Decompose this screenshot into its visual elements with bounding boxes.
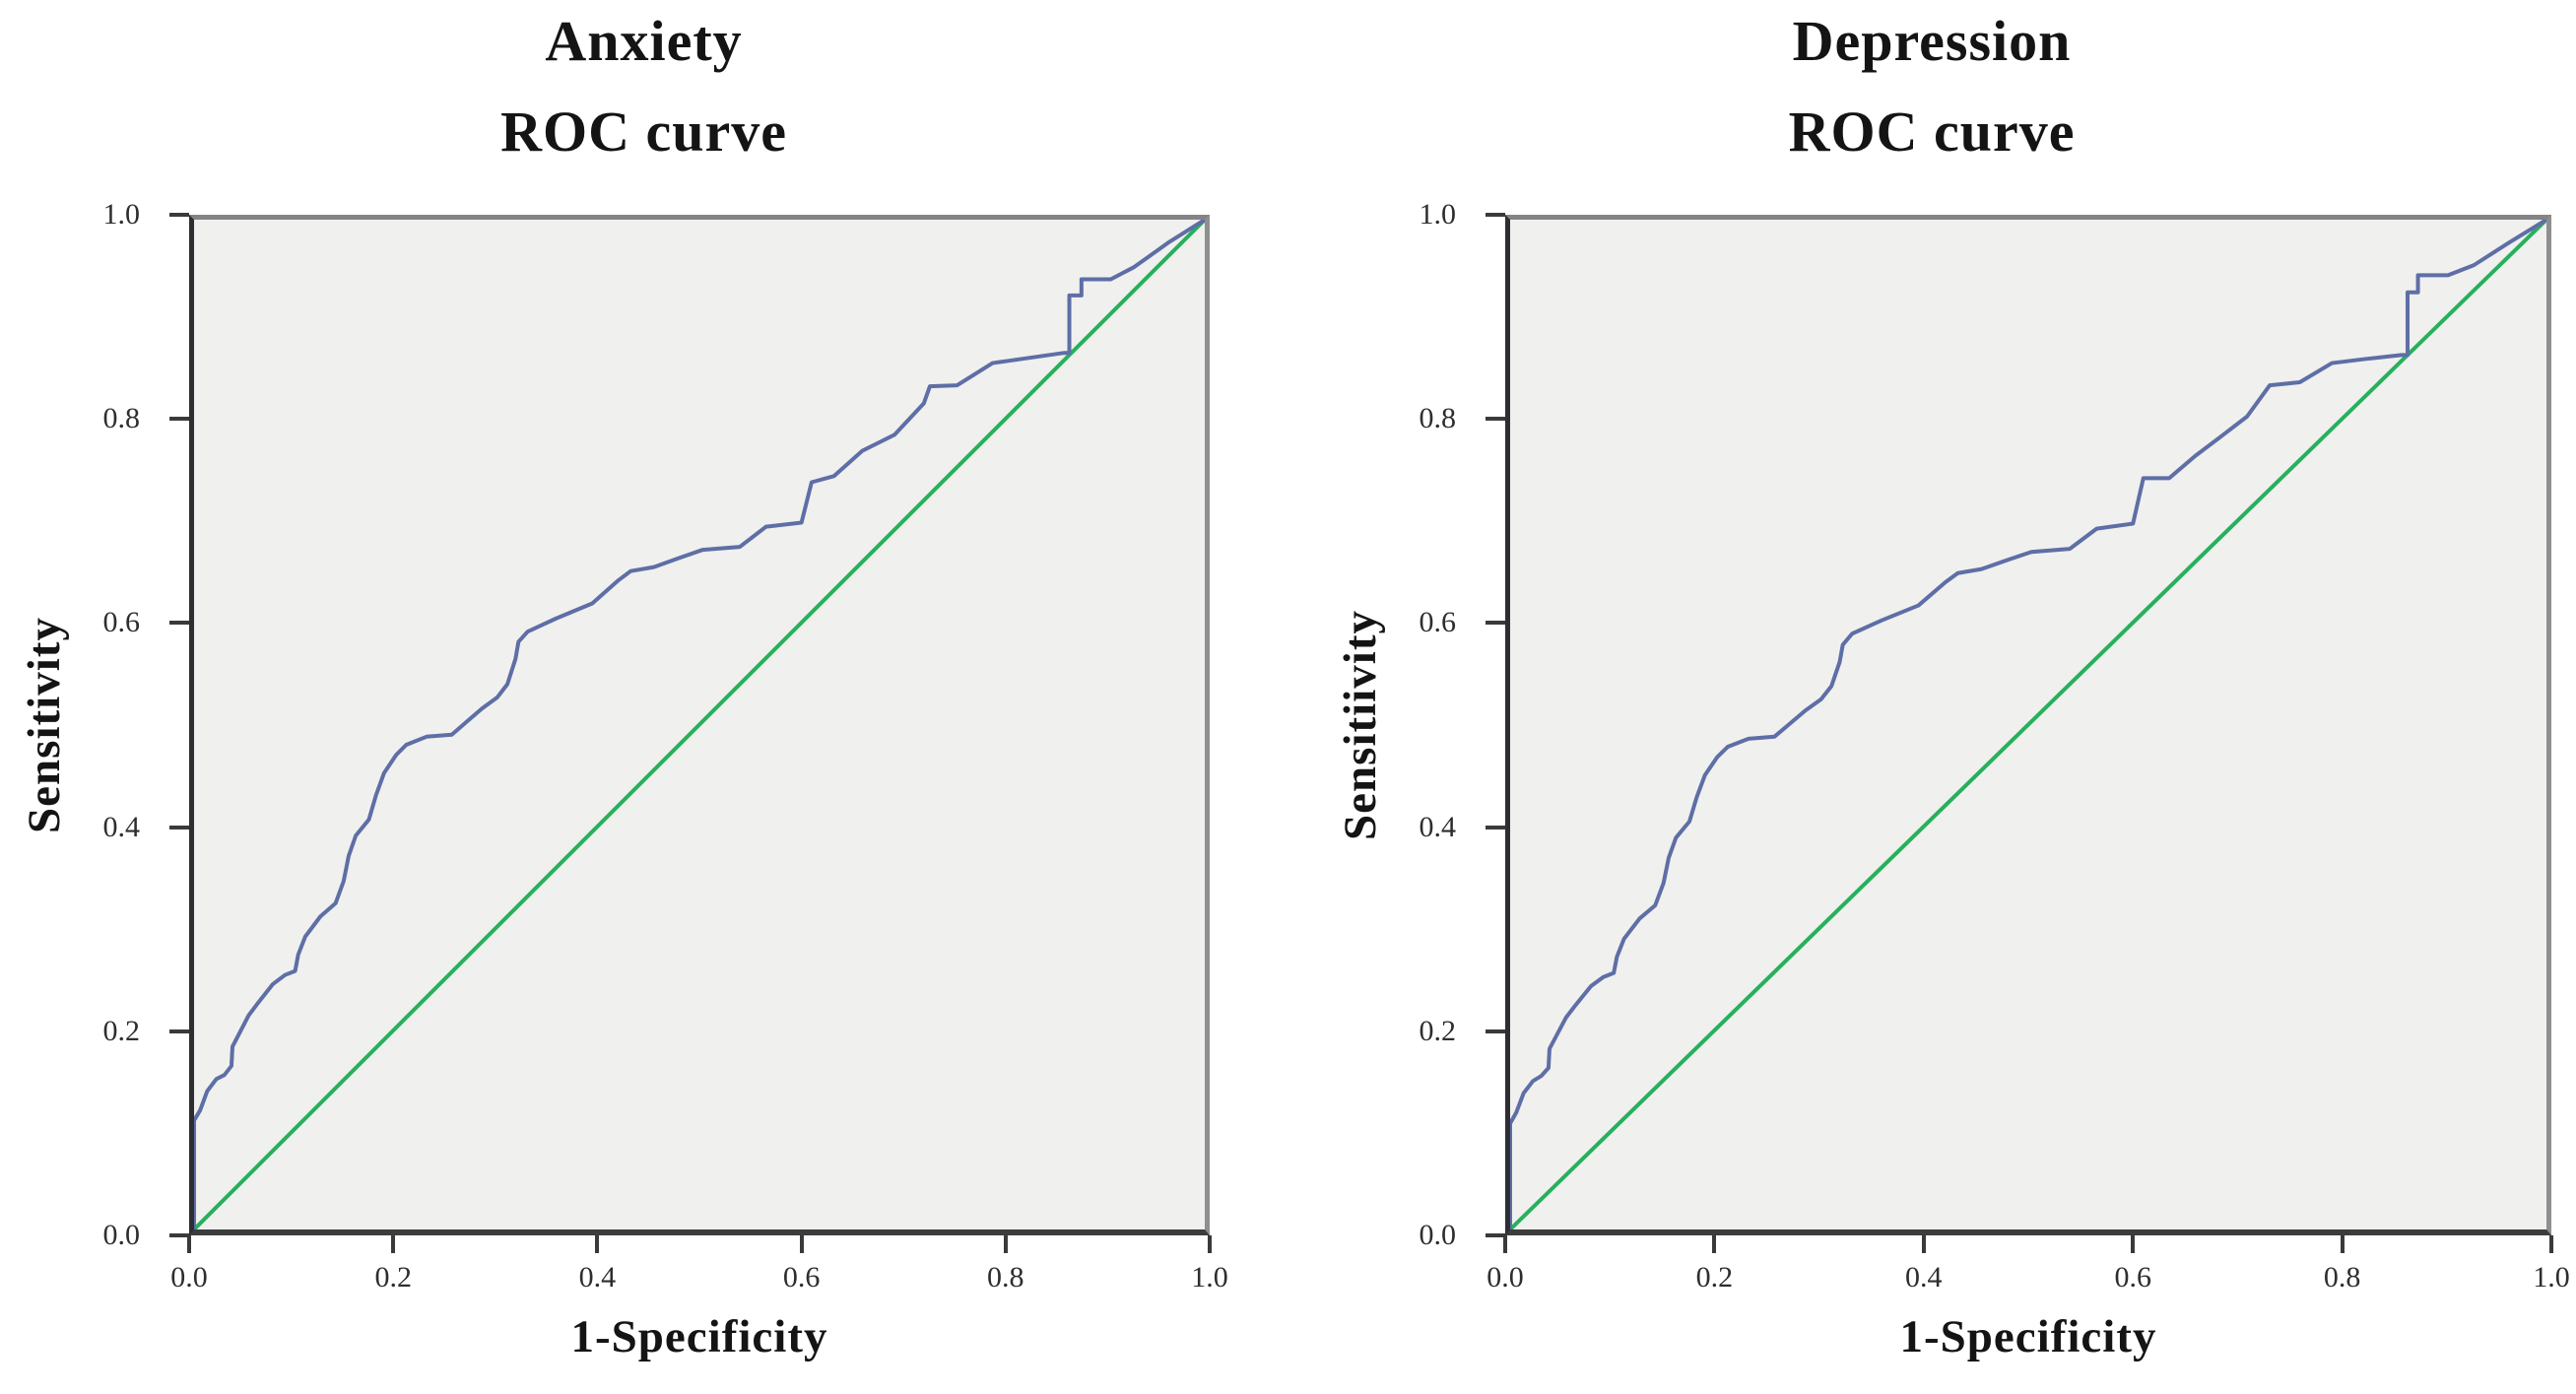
x-tick-mark (1921, 1235, 1926, 1253)
x-tick-mark (1003, 1235, 1008, 1253)
y-tick-mark (1486, 621, 1505, 626)
plot-area (1505, 215, 2551, 1235)
anxiety-roc-panel: Anxiety ROC curve Sensitivity 1-Specific… (19, 9, 1228, 1363)
y-tick-mark (169, 213, 189, 217)
reference-diagonal-line (1510, 220, 2546, 1229)
y-tick-mark (169, 1233, 189, 1237)
x-tick-label: 0.8 (2323, 1261, 2361, 1294)
x-tick-label: 1.0 (1191, 1261, 1228, 1294)
chart-title: Anxiety (545, 9, 743, 73)
x-tick-label: 0.8 (987, 1261, 1024, 1294)
x-tick-mark (187, 1235, 191, 1253)
y-tick-label: 1.0 (102, 198, 141, 231)
x-tick-mark (391, 1235, 396, 1253)
x-tick-mark (1712, 1235, 1717, 1253)
x-tick-label: 1.0 (2533, 1261, 2570, 1294)
y-tick-label: 0.2 (1419, 1014, 1457, 1047)
x-tick-label: 0.4 (1905, 1261, 1943, 1294)
x-tick-label: 0.4 (578, 1261, 617, 1294)
reference-diagonal-line (194, 220, 1205, 1229)
y-tick-mark (169, 825, 189, 830)
y-tick-label: 0.6 (102, 606, 141, 639)
y-tick-label: 0.0 (1419, 1219, 1457, 1251)
y-tick-label: 0.8 (102, 402, 141, 435)
x-tick-mark (2131, 1235, 2136, 1253)
x-tick-label: 0.6 (2114, 1261, 2151, 1294)
y-tick-mark (1486, 825, 1505, 830)
y-tick-mark (1486, 213, 1505, 217)
x-tick-label: 0.2 (374, 1261, 412, 1294)
roc-curve-line (1510, 220, 2546, 1229)
x-tick-label: 0.6 (782, 1261, 821, 1294)
x-tick-mark (1208, 1235, 1212, 1253)
roc-curve-line (194, 220, 1205, 1229)
y-tick-label: 0.8 (1419, 402, 1457, 435)
roc-canvas (1510, 220, 2546, 1229)
y-axis-label: Sensitivity (19, 617, 70, 833)
y-tick-mark (1486, 1233, 1505, 1237)
chart-subtitle: ROC curve (1788, 100, 2076, 164)
plot-area (189, 215, 1210, 1235)
y-tick-label: 0.0 (102, 1219, 141, 1251)
x-tick-mark (595, 1235, 600, 1253)
x-tick-mark (1503, 1235, 1507, 1253)
chart-title: Depression (1792, 9, 2072, 73)
x-tick-label: 0.0 (1486, 1261, 1524, 1294)
y-tick-label: 0.2 (102, 1014, 141, 1047)
chart-subtitle: ROC curve (500, 100, 787, 164)
x-axis-label: 1-Specificity (570, 1311, 828, 1362)
x-tick-mark (2549, 1235, 2553, 1253)
y-tick-label: 1.0 (1419, 198, 1457, 231)
x-tick-label: 0.2 (1695, 1261, 1734, 1294)
x-tick-mark (2340, 1235, 2345, 1253)
y-tick-mark (169, 1029, 189, 1033)
y-tick-mark (169, 621, 189, 626)
y-axis-label: Sensitiivity (1335, 610, 1386, 840)
y-tick-label: 0.4 (1419, 810, 1457, 843)
x-tick-mark (799, 1235, 804, 1253)
y-tick-mark (1486, 1029, 1505, 1033)
x-tick-label: 0.0 (170, 1261, 208, 1294)
roc-canvas (194, 220, 1205, 1229)
depression-roc-panel: Depression ROC curve Sensitiivity 1-Spec… (1288, 0, 2576, 1394)
y-tick-mark (169, 417, 189, 422)
y-tick-label: 0.4 (102, 810, 141, 843)
y-tick-label: 0.6 (1419, 606, 1457, 639)
x-axis-label: 1-Specificity (1899, 1311, 2157, 1362)
y-tick-mark (1486, 417, 1505, 422)
